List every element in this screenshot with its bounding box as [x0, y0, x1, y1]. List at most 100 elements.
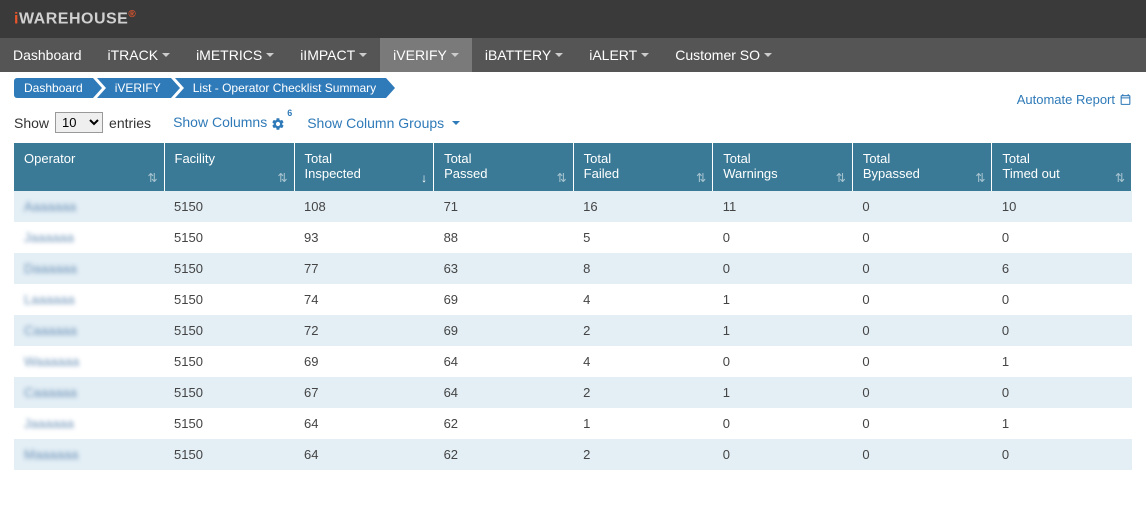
breadcrumb-item[interactable]: List - Operator Checklist Summary — [175, 78, 386, 98]
cell-bypassed: 0 — [852, 346, 992, 377]
nav-item-dashboard[interactable]: Dashboard — [0, 38, 95, 72]
cell-bypassed: 0 — [852, 222, 992, 253]
nav-item-imetrics[interactable]: iMETRICS — [183, 38, 287, 72]
column-header-warnings[interactable]: TotalWarnings⇅ — [713, 143, 853, 191]
show-column-groups-button[interactable]: Show Column Groups — [307, 115, 460, 131]
cell-warnings: 0 — [713, 222, 853, 253]
cell-warnings: 0 — [713, 408, 853, 439]
column-header-label: TotalPassed — [444, 151, 563, 181]
cell-inspected: 72 — [294, 315, 434, 346]
checklist-summary-table: Operator⇅Facility⇅TotalInspected↓TotalPa… — [14, 143, 1132, 470]
column-header-label: TotalWarnings — [723, 151, 842, 181]
cell-passed: 69 — [434, 284, 574, 315]
main-nav: Dashboard iTRACK iMETRICS iIMPACT iVERIFY iBA… — [0, 38, 1146, 72]
sort-desc-icon: ↓ — [421, 171, 427, 185]
sort-icon: ⇅ — [975, 171, 985, 185]
cell-passed: 71 — [434, 191, 574, 222]
nav-item-ibattery[interactable]: iBATTERY — [472, 38, 576, 72]
nav-item-label: iMETRICS — [196, 47, 262, 63]
cell-warnings: 1 — [713, 284, 853, 315]
nav-item-ialert[interactable]: iALERT — [576, 38, 662, 72]
column-header-passed[interactable]: TotalPassed⇅ — [434, 143, 574, 191]
sort-icon: ⇅ — [147, 171, 157, 185]
cell-operator[interactable]: Jaaaaaa — [14, 408, 164, 439]
cell-inspected: 69 — [294, 346, 434, 377]
page-size-select[interactable]: 102550100 — [55, 112, 103, 133]
cell-inspected: 64 — [294, 408, 434, 439]
cell-inspected: 74 — [294, 284, 434, 315]
cell-operator[interactable]: Caaaaaa — [14, 377, 164, 408]
breadcrumb-item[interactable]: Dashboard — [14, 78, 93, 98]
show-columns-button[interactable]: Show Columns 6 — [173, 114, 285, 130]
cell-timedout: 0 — [992, 222, 1132, 253]
nav-item-iimpact[interactable]: iIMPACT — [287, 38, 380, 72]
cell-facility: 5150 — [164, 408, 294, 439]
cell-inspected: 108 — [294, 191, 434, 222]
cell-timedout: 10 — [992, 191, 1132, 222]
column-header-inspected[interactable]: TotalInspected↓ — [294, 143, 434, 191]
nav-item-label: iBATTERY — [485, 47, 551, 63]
column-header-facility[interactable]: Facility⇅ — [164, 143, 294, 191]
nav-item-label: Dashboard — [13, 47, 82, 63]
cell-warnings: 0 — [713, 439, 853, 470]
chevron-down-icon — [359, 53, 367, 57]
cell-failed: 2 — [573, 439, 713, 470]
nav-item-label: Customer SO — [675, 47, 760, 63]
table-row: Jaaaaaa515093885000 — [14, 222, 1132, 253]
cell-operator[interactable]: Jaaaaaa — [14, 222, 164, 253]
cell-operator[interactable]: Caaaaaa — [14, 315, 164, 346]
cell-inspected: 93 — [294, 222, 434, 253]
cell-warnings: 11 — [713, 191, 853, 222]
cell-failed: 4 — [573, 346, 713, 377]
table-row: Maaaaaa515064622000 — [14, 439, 1132, 470]
show-columns-label: Show Columns — [173, 114, 267, 130]
cell-bypassed: 0 — [852, 315, 992, 346]
cell-timedout: 0 — [992, 439, 1132, 470]
cell-bypassed: 0 — [852, 284, 992, 315]
sort-icon: ⇅ — [1115, 171, 1125, 185]
cell-facility: 5150 — [164, 191, 294, 222]
page-size-control: Show 102550100 entries — [14, 112, 151, 133]
nav-item-itrack[interactable]: iTRACK — [95, 38, 184, 72]
breadcrumb-item[interactable]: iVERIFY — [97, 78, 171, 98]
nav-item-label: iTRACK — [108, 47, 159, 63]
column-header-label: Operator — [24, 151, 154, 166]
cell-timedout: 0 — [992, 377, 1132, 408]
cell-facility: 5150 — [164, 222, 294, 253]
cell-inspected: 77 — [294, 253, 434, 284]
table-row: Caaaaaa515072692100 — [14, 315, 1132, 346]
cell-operator[interactable]: Laaaaaa — [14, 284, 164, 315]
column-header-operator[interactable]: Operator ⇅ — [14, 143, 164, 191]
gear-icon — [271, 117, 285, 131]
cell-facility: 5150 — [164, 315, 294, 346]
nav-item-iverify[interactable]: iVERIFY — [380, 38, 472, 72]
column-header-bypassed[interactable]: TotalBypassed⇅ — [852, 143, 992, 191]
cell-operator[interactable]: Daaaaaa — [14, 253, 164, 284]
chevron-down-icon — [764, 53, 772, 57]
cell-facility: 5150 — [164, 439, 294, 470]
chevron-down-icon — [451, 53, 459, 57]
cell-timedout: 1 — [992, 408, 1132, 439]
column-header-label: TotalBypassed — [863, 151, 982, 181]
automate-report-button[interactable]: Automate Report — [1017, 92, 1132, 107]
cell-warnings: 0 — [713, 253, 853, 284]
cell-operator[interactable]: Maaaaaa — [14, 439, 164, 470]
column-header-timedout[interactable]: TotalTimed out⇅ — [992, 143, 1132, 191]
cell-bypassed: 0 — [852, 253, 992, 284]
cell-operator[interactable]: Aaaaaaa — [14, 191, 164, 222]
cell-passed: 64 — [434, 377, 574, 408]
column-header-label: TotalTimed out — [1002, 151, 1121, 181]
nav-item-customer-so[interactable]: Customer SO — [662, 38, 785, 72]
sort-icon: ⇅ — [696, 171, 706, 185]
page-content: » DashboardiVERIFYList - Operator Checkl… — [0, 72, 1146, 478]
cell-passed: 64 — [434, 346, 574, 377]
column-header-failed[interactable]: TotalFailed⇅ — [573, 143, 713, 191]
cell-inspected: 64 — [294, 439, 434, 470]
brand-reg: ® — [128, 9, 136, 20]
column-header-label: TotalInspected — [305, 151, 424, 181]
cell-failed: 8 — [573, 253, 713, 284]
nav-item-label: iIMPACT — [300, 47, 355, 63]
cell-failed: 16 — [573, 191, 713, 222]
cell-operator[interactable]: Waaaaaa — [14, 346, 164, 377]
cell-failed: 4 — [573, 284, 713, 315]
